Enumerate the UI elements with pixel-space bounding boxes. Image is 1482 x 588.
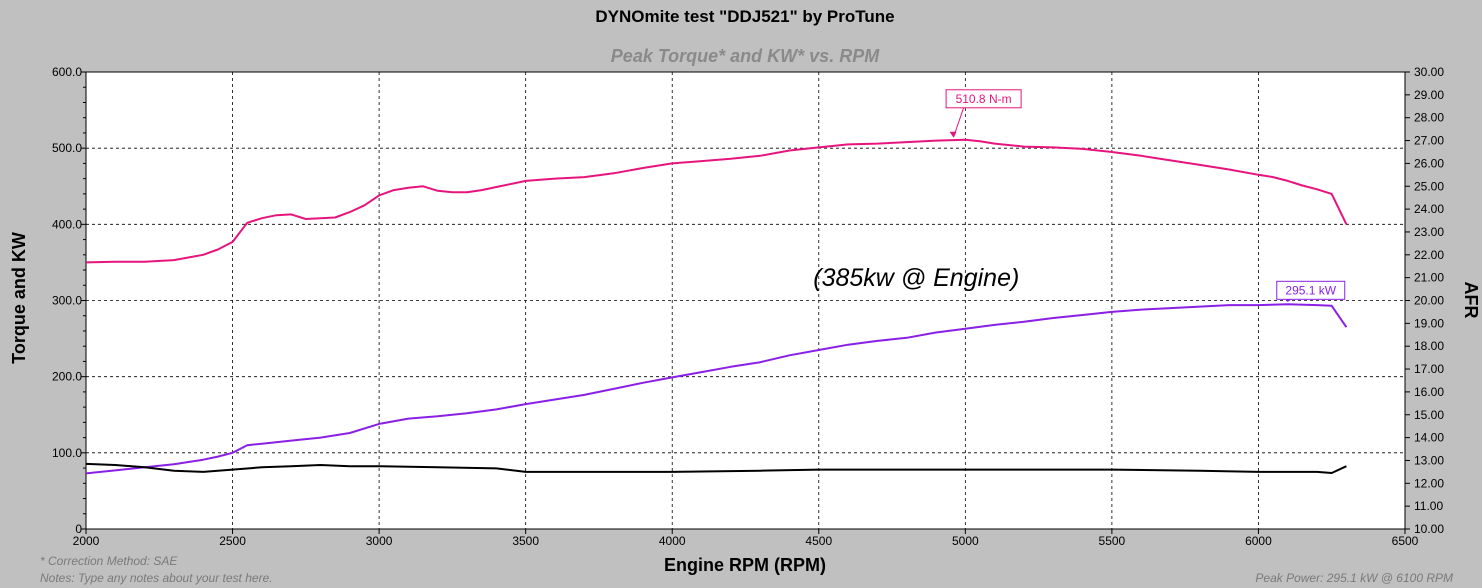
y-axis-ticks: 0 100.0 200.0 300.0 400.0 500.0 600.0 xyxy=(52,65,86,536)
y2-tick-label: 14.00 xyxy=(1414,431,1444,445)
x-tick-label: 4500 xyxy=(805,534,832,548)
y2-tick-label: 13.00 xyxy=(1414,453,1444,467)
series-line-power xyxy=(85,303,1348,475)
y2-tick-label: 10.00 xyxy=(1414,522,1444,536)
annotation-box xyxy=(1276,280,1346,300)
y2-tick-label: 17.00 xyxy=(1414,362,1444,376)
y-tick-label: 400.0 xyxy=(52,217,82,231)
x-tick-label: 5500 xyxy=(1099,534,1126,548)
x-tick-label: 6500 xyxy=(1392,534,1419,548)
annotation-label: 295.1 kW xyxy=(1285,283,1336,297)
chart-title: DYNOmite test "DDJ521" by ProTune xyxy=(595,7,894,26)
y-tick-label: 600.0 xyxy=(52,65,82,79)
y2-tick-label: 25.00 xyxy=(1414,179,1444,193)
footer-correction: * Correction Method: SAE xyxy=(40,554,178,568)
y2-tick-label: 12.00 xyxy=(1414,476,1444,490)
y2-tick-label: 27.00 xyxy=(1414,134,1444,148)
y-tick-label: 200.0 xyxy=(52,370,82,384)
x-tick-label: 2500 xyxy=(219,534,246,548)
x-tick-label: 4000 xyxy=(659,534,686,548)
annotation-box xyxy=(945,89,1022,109)
y2-axis-ticks: 10.00 11.00 12.00 13.00 14.00 15.00 16.00 17.00… xyxy=(1405,65,1444,536)
series-line-torque xyxy=(85,138,1348,264)
x-axis-label: Engine RPM (RPM) xyxy=(664,555,826,575)
y2-tick-label: 16.00 xyxy=(1414,385,1444,399)
y2-tick-label: 23.00 xyxy=(1414,225,1444,239)
chart-subtitle: Peak Torque* and KW* vs. RPM xyxy=(611,46,880,66)
x-axis-ticks: 2000 2500 3000 3500 4000 4500 5000 5500 6000 6500 xyxy=(73,529,1419,548)
y-tick-label: 0 xyxy=(75,522,82,536)
x-tick-label: 3500 xyxy=(512,534,539,548)
y2-tick-label: 29.00 xyxy=(1414,88,1444,102)
annotation-label: 510.8 N-m xyxy=(956,92,1012,106)
y-tick-label: 100.0 xyxy=(52,446,82,460)
y2-tick-label: 30.00 xyxy=(1414,65,1444,79)
y2-tick-label: 21.00 xyxy=(1414,271,1444,285)
x-tick-label: 6000 xyxy=(1245,534,1272,548)
footer-notes: Notes: Type any notes about your test he… xyxy=(40,571,273,585)
y2-tick-label: 19.00 xyxy=(1414,316,1444,330)
y2-tick-label: 26.00 xyxy=(1414,156,1444,170)
y2-tick-label: 18.00 xyxy=(1414,339,1444,353)
y-axis-label: Torque and KW xyxy=(9,232,29,364)
y2-tick-label: 20.00 xyxy=(1414,294,1444,308)
x-tick-label: 5000 xyxy=(952,534,979,548)
y2-tick-label: 15.00 xyxy=(1414,408,1444,422)
engine-power-note: (385kw @ Engine) xyxy=(813,264,1019,292)
plot-area xyxy=(85,71,1406,530)
annotation-arrowhead xyxy=(949,131,957,138)
series-line-afr xyxy=(85,462,1347,474)
series-group xyxy=(85,138,1348,475)
annotations-group: 510.8 N-m 295.1 kW (385kw @ Engine) xyxy=(813,89,1346,303)
y2-tick-label: 24.00 xyxy=(1414,202,1444,216)
y2-axis-label: AFR xyxy=(1461,282,1481,319)
y-tick-label: 300.0 xyxy=(52,294,82,308)
x-tick-label: 2000 xyxy=(73,534,100,548)
grid-lines xyxy=(86,72,1405,529)
y2-tick-label: 28.00 xyxy=(1414,111,1444,125)
x-tick-label: 3000 xyxy=(366,534,393,548)
y-tick-label: 500.0 xyxy=(52,141,82,155)
footer-peak-power: Peak Power: 295.1 kW @ 6100 RPM xyxy=(1255,571,1453,585)
y2-tick-label: 22.00 xyxy=(1414,248,1444,262)
y2-tick-label: 11.00 xyxy=(1414,499,1443,513)
